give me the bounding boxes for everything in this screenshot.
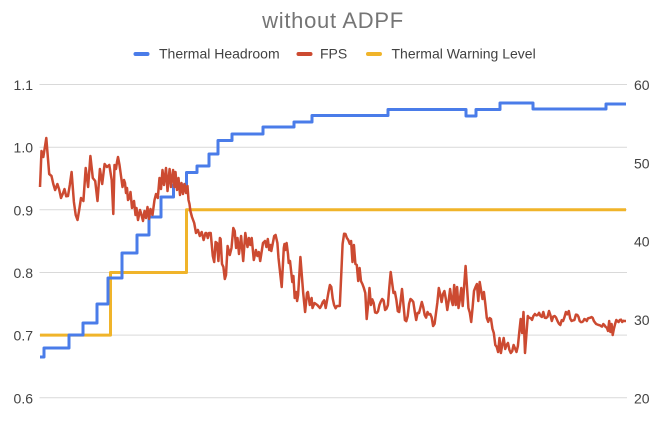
- svg-text:Thermal Warning Level: Thermal Warning Level: [392, 46, 536, 62]
- svg-text:50: 50: [634, 155, 650, 171]
- svg-text:60: 60: [634, 77, 650, 93]
- svg-text:Thermal Headroom: Thermal Headroom: [159, 46, 280, 62]
- svg-text:without ADPF: without ADPF: [261, 8, 404, 33]
- svg-text:0.9: 0.9: [14, 202, 34, 218]
- svg-text:0.7: 0.7: [14, 328, 34, 344]
- svg-text:20: 20: [634, 390, 650, 406]
- svg-text:1.1: 1.1: [14, 77, 34, 93]
- svg-text:0.8: 0.8: [14, 265, 34, 281]
- svg-text:0.6: 0.6: [14, 390, 34, 406]
- svg-text:FPS: FPS: [320, 46, 347, 62]
- svg-text:40: 40: [634, 234, 650, 250]
- svg-text:30: 30: [634, 312, 650, 328]
- svg-text:1.0: 1.0: [14, 140, 34, 156]
